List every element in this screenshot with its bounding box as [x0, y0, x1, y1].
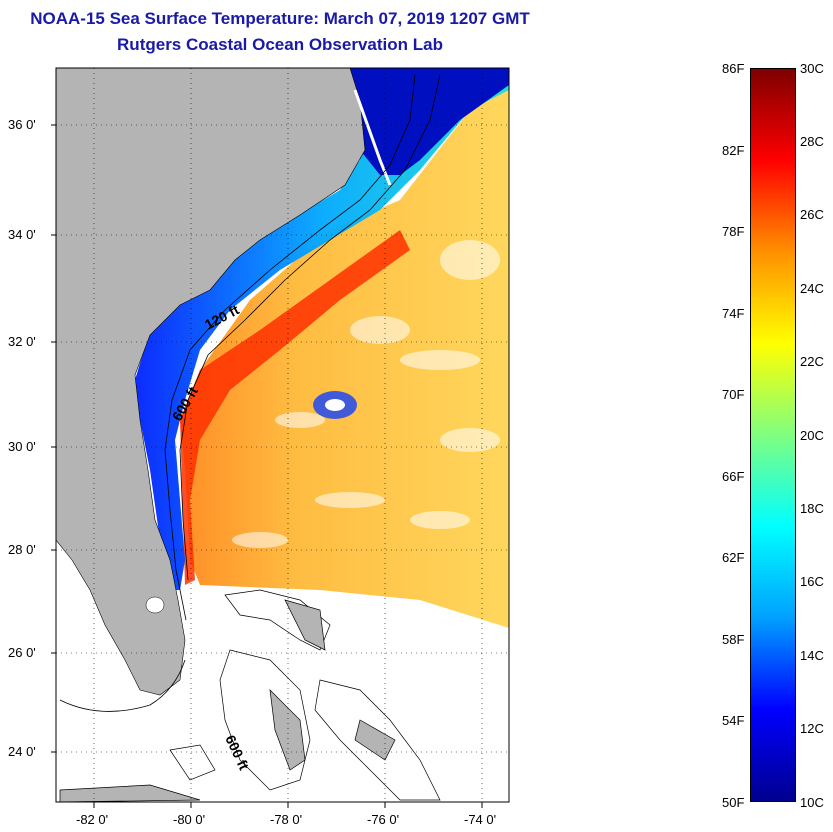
lat-label: 34 0': [8, 227, 36, 242]
warm-water-region: [180, 85, 509, 628]
contour-120ft: [164, 74, 416, 621]
colorbar-f-label: 62F: [722, 550, 745, 565]
colorbar-f-label: 78F: [722, 224, 745, 239]
land-mass: [56, 68, 366, 696]
colorbar-c-label: 12C: [800, 721, 824, 736]
lon-label: -80 0': [173, 812, 206, 827]
map-title: NOAA-15 Sea Surface Temperature: March 0…: [30, 9, 530, 28]
contour-600ft: [179, 74, 441, 581]
colorbar-c-label: 28C: [800, 134, 824, 149]
colorbar-c-label: 14C: [800, 648, 824, 663]
lat-label: 30 0': [8, 439, 36, 454]
map-frame: [55, 67, 510, 803]
colorbar-f-label: 66F: [722, 469, 745, 484]
colorbar-f-label: 70F: [722, 387, 745, 402]
colorbar-c-label: 30C: [800, 61, 824, 76]
axis-ticks: [51, 124, 483, 808]
lon-label: -82 0': [76, 812, 109, 827]
cloud-gap-patches: [232, 240, 500, 548]
florida-keys-contour: [59, 659, 186, 712]
bahamas-islands: [59, 589, 441, 802]
lat-lon-grid: [56, 68, 509, 802]
colorbar-f-label: 86F: [722, 61, 745, 76]
colorbar-c-label: 26C: [800, 207, 824, 222]
lat-label: 28 0': [8, 542, 36, 557]
colorbar-c-label: 10C: [800, 795, 824, 810]
outer-banks: [353, 89, 392, 186]
colorbar-f-label: 82F: [722, 143, 745, 158]
colorbar-f-label: 50F: [722, 795, 745, 810]
colorbar-c-label: 24C: [800, 281, 824, 296]
temperature-colorbar: [750, 68, 796, 802]
colorbar-f-label: 54F: [722, 713, 745, 728]
colorbar-c-label: 18C: [800, 501, 824, 516]
lon-label: -74 0': [464, 812, 497, 827]
colorbar-f-label: 74F: [722, 306, 745, 321]
lat-label: 24 0': [8, 744, 36, 759]
colorbar-f-label: 58F: [722, 632, 745, 647]
lon-label: -78 0': [270, 812, 303, 827]
lake-okeechobee: [145, 596, 165, 614]
lat-label: 36 0': [8, 117, 36, 132]
colorbar-c-label: 20C: [800, 428, 824, 443]
colorbar-c-label: 16C: [800, 574, 824, 589]
lat-label: 26 0': [8, 645, 36, 660]
gulf-stream-core: [180, 230, 410, 585]
cold-eddy-core: [325, 399, 345, 411]
map-subtitle: Rutgers Coastal Ocean Observation Lab: [117, 35, 443, 54]
lon-label: -76 0': [367, 812, 400, 827]
colorbar-c-label: 22C: [800, 354, 824, 369]
lat-label: 32 0': [8, 334, 36, 349]
